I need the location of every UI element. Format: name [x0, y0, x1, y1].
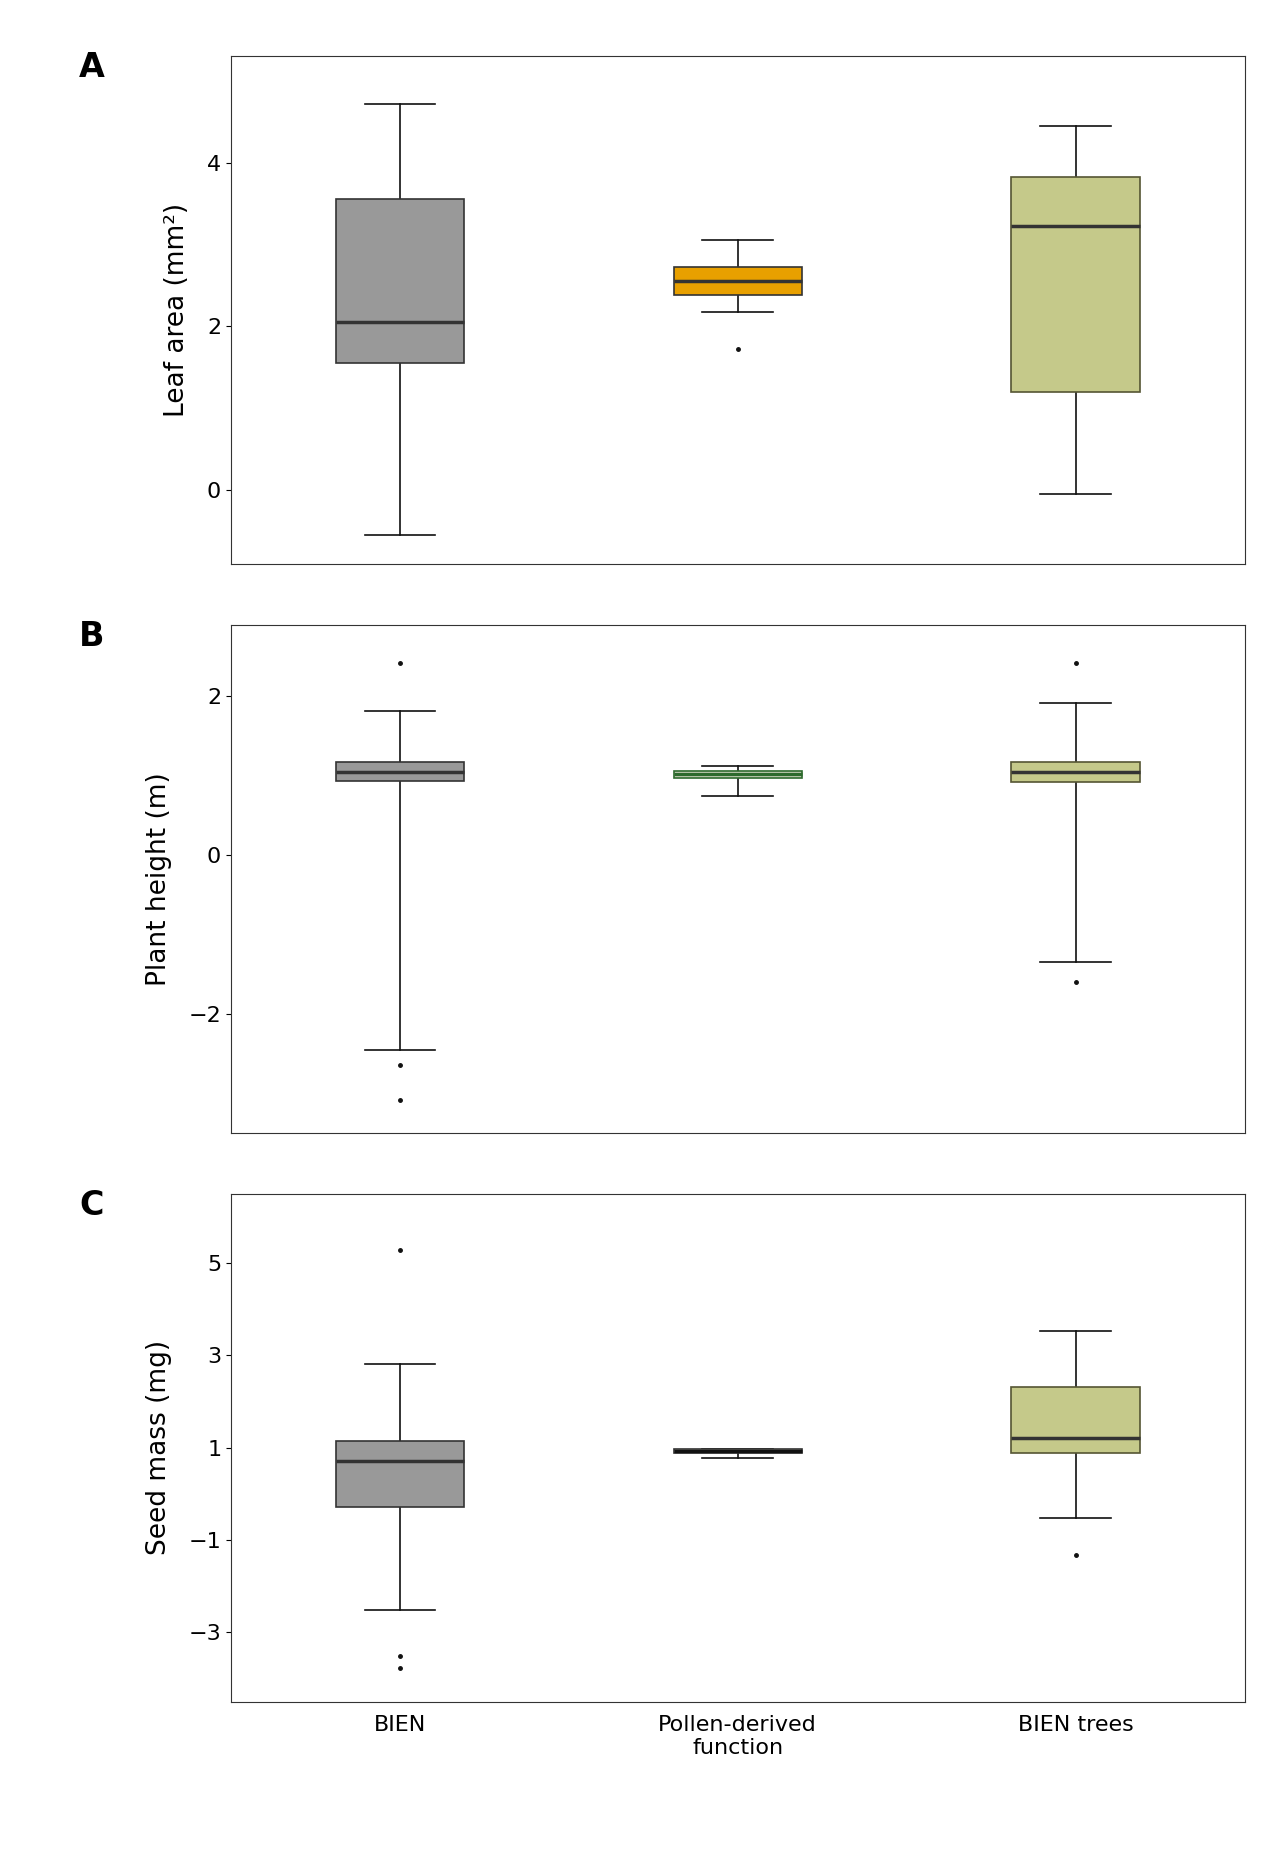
Text: B: B: [80, 619, 104, 653]
Y-axis label: Seed mass (mg): Seed mass (mg): [146, 1341, 172, 1556]
Bar: [674, 1449, 802, 1453]
Bar: [674, 267, 802, 295]
Bar: [336, 1440, 464, 1507]
Bar: [674, 770, 802, 778]
Y-axis label: Plant height (m): Plant height (m): [146, 772, 172, 985]
Bar: [1011, 763, 1139, 782]
Text: C: C: [80, 1189, 104, 1221]
Bar: [336, 200, 464, 363]
Bar: [1011, 1388, 1139, 1453]
Bar: [336, 763, 464, 782]
Bar: [1011, 178, 1139, 393]
Y-axis label: Leaf area (mm²): Leaf area (mm²): [164, 204, 190, 417]
Text: A: A: [80, 50, 105, 84]
